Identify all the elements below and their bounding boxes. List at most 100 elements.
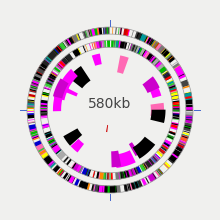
Polygon shape	[33, 75, 41, 81]
Polygon shape	[134, 181, 140, 189]
Polygon shape	[71, 162, 79, 171]
Polygon shape	[54, 147, 62, 155]
Polygon shape	[40, 101, 48, 104]
Polygon shape	[184, 92, 192, 97]
Polygon shape	[44, 85, 51, 88]
Polygon shape	[109, 173, 110, 180]
Polygon shape	[59, 69, 78, 91]
Polygon shape	[162, 71, 169, 76]
Polygon shape	[149, 56, 154, 61]
Polygon shape	[143, 51, 148, 57]
Polygon shape	[28, 100, 35, 102]
Polygon shape	[40, 102, 48, 117]
Polygon shape	[111, 150, 121, 167]
Polygon shape	[149, 55, 163, 70]
Polygon shape	[32, 136, 39, 139]
Polygon shape	[162, 50, 168, 56]
Polygon shape	[107, 173, 109, 180]
Polygon shape	[173, 110, 180, 111]
Polygon shape	[161, 70, 167, 74]
Polygon shape	[93, 184, 96, 191]
Polygon shape	[163, 142, 170, 148]
Polygon shape	[50, 73, 57, 79]
Polygon shape	[53, 68, 60, 74]
Polygon shape	[57, 64, 63, 69]
Polygon shape	[124, 184, 128, 192]
Polygon shape	[40, 111, 48, 116]
Polygon shape	[130, 44, 133, 51]
Polygon shape	[28, 94, 36, 97]
Polygon shape	[32, 137, 39, 141]
Polygon shape	[67, 175, 72, 182]
Polygon shape	[105, 172, 106, 180]
Polygon shape	[156, 168, 164, 176]
Polygon shape	[47, 74, 56, 82]
Polygon shape	[147, 158, 155, 167]
Text: 580kb: 580kb	[88, 97, 132, 111]
Polygon shape	[139, 164, 145, 172]
Polygon shape	[169, 131, 176, 135]
Polygon shape	[72, 34, 80, 43]
Polygon shape	[33, 78, 40, 82]
Polygon shape	[40, 110, 47, 114]
Polygon shape	[134, 168, 137, 175]
Polygon shape	[92, 171, 95, 178]
Polygon shape	[186, 107, 193, 110]
Polygon shape	[55, 44, 64, 53]
Polygon shape	[43, 155, 49, 160]
Polygon shape	[169, 85, 177, 91]
Polygon shape	[185, 119, 192, 121]
Polygon shape	[49, 162, 55, 167]
Polygon shape	[54, 67, 61, 73]
Polygon shape	[127, 29, 130, 36]
Polygon shape	[168, 56, 174, 61]
Polygon shape	[99, 185, 103, 193]
Polygon shape	[167, 80, 174, 85]
Polygon shape	[29, 126, 39, 139]
Polygon shape	[86, 183, 90, 190]
Polygon shape	[96, 172, 99, 179]
Polygon shape	[97, 185, 107, 193]
Polygon shape	[42, 123, 50, 128]
Polygon shape	[105, 173, 109, 180]
Polygon shape	[51, 71, 58, 77]
Polygon shape	[103, 172, 104, 180]
Polygon shape	[184, 92, 191, 94]
Polygon shape	[65, 39, 70, 46]
Polygon shape	[160, 48, 169, 57]
Polygon shape	[170, 91, 179, 98]
Polygon shape	[31, 83, 38, 87]
Polygon shape	[116, 40, 119, 48]
Polygon shape	[29, 88, 37, 93]
Polygon shape	[172, 99, 179, 100]
Polygon shape	[44, 131, 53, 138]
Polygon shape	[27, 114, 35, 119]
Polygon shape	[66, 159, 72, 165]
Polygon shape	[176, 140, 186, 152]
Polygon shape	[158, 46, 165, 53]
Polygon shape	[56, 65, 62, 71]
Polygon shape	[148, 160, 153, 166]
Polygon shape	[68, 175, 75, 184]
Polygon shape	[27, 103, 34, 106]
Polygon shape	[107, 40, 110, 47]
Polygon shape	[88, 30, 91, 37]
Polygon shape	[68, 66, 91, 88]
Polygon shape	[86, 169, 89, 176]
Polygon shape	[185, 116, 193, 124]
Polygon shape	[146, 53, 155, 62]
Polygon shape	[47, 137, 54, 141]
Polygon shape	[27, 110, 34, 111]
Polygon shape	[40, 107, 47, 109]
Polygon shape	[49, 141, 56, 146]
Polygon shape	[85, 169, 89, 176]
Polygon shape	[115, 150, 136, 168]
Polygon shape	[103, 27, 104, 34]
Polygon shape	[170, 90, 178, 94]
Polygon shape	[173, 114, 180, 115]
Polygon shape	[107, 27, 108, 34]
Polygon shape	[42, 92, 50, 95]
Polygon shape	[105, 186, 117, 193]
Polygon shape	[130, 44, 138, 52]
Polygon shape	[157, 169, 162, 175]
